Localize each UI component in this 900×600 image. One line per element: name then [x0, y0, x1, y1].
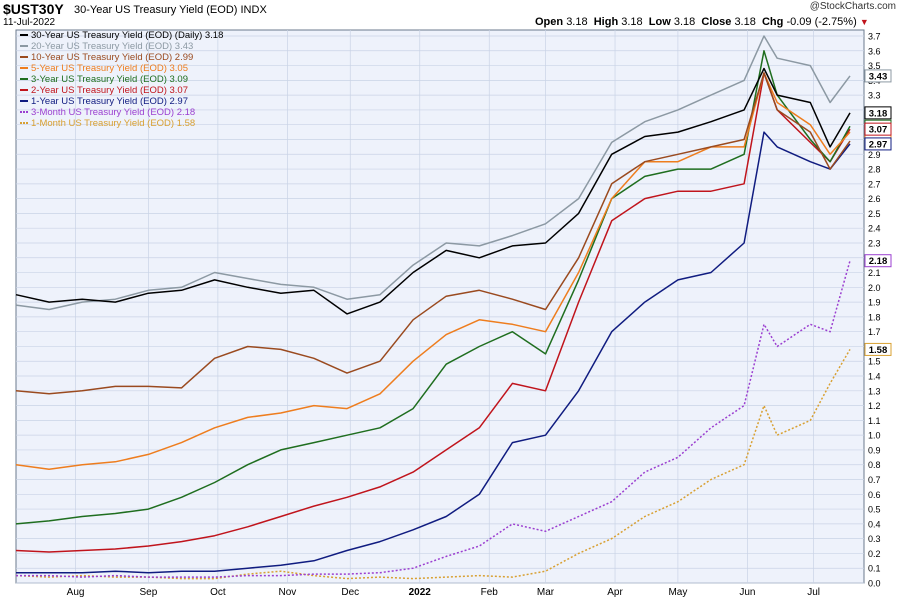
legend-item: 5-Year US Treasury Yield (EOD) 3.05	[31, 63, 188, 74]
x-tick-label: Feb	[481, 587, 499, 598]
y-tick-label: 2.0	[868, 283, 881, 293]
legend-item: 30-Year US Treasury Yield (EOD) (Daily) …	[31, 30, 223, 41]
chg-value: -0.09 (-2.75%)	[786, 16, 857, 28]
x-tick-label: Sep	[139, 587, 157, 598]
close-value: 3.18	[734, 16, 756, 28]
y-tick-label: 1.1	[868, 416, 881, 426]
x-tick-label: Dec	[341, 587, 359, 598]
y-tick-label: 2.8	[868, 165, 881, 175]
x-tick-label: Jun	[739, 587, 755, 598]
dropdown-arrow-icon[interactable]: ▼	[859, 17, 869, 27]
y-tick-label: 0.1	[868, 564, 881, 574]
y-tick-label: 1.2	[868, 401, 881, 411]
legend-item: 20-Year US Treasury Yield (EOD) 3.43	[31, 41, 193, 52]
y-tick-label: 2.6	[868, 194, 881, 204]
value-label-box	[864, 106, 892, 120]
y-tick-label: 0.4	[868, 519, 881, 529]
y-tick-label: 0.8	[868, 460, 881, 470]
y-tick-label: 0.0	[868, 579, 881, 589]
y-tick-label: 0.7	[868, 475, 881, 485]
y-tick-label: 1.9	[868, 298, 881, 308]
y-tick-label: 1.5	[868, 357, 881, 367]
y-tick-label: 2.9	[868, 150, 881, 160]
value-label: 2.18	[869, 256, 888, 267]
value-label: 1.58	[869, 345, 888, 356]
series-line	[15, 35, 851, 311]
legend-item: 3-Year US Treasury Yield (EOD) 3.09	[31, 74, 188, 85]
y-tick-label: 2.5	[868, 209, 881, 219]
open-label: Open	[535, 16, 564, 28]
date-label: 11-Jul-2022	[3, 17, 56, 28]
y-tick-label: 2.3	[868, 238, 881, 248]
value-label-box	[864, 69, 892, 83]
open-value: 3.18	[566, 16, 588, 28]
value-label-box	[864, 342, 892, 356]
series-line	[15, 50, 851, 525]
x-tick-label: Aug	[67, 587, 85, 598]
y-tick-label: 1.0	[868, 431, 881, 441]
legend-item: 3-Month US Treasury Yield (EOD) 2.18	[31, 107, 195, 118]
value-label: 3.07	[869, 125, 888, 136]
y-tick-label: 0.2	[868, 549, 881, 559]
y-tick-label: 3.5	[868, 61, 881, 71]
low-label: Low	[648, 16, 671, 28]
chart-title: 30-Year US Treasury Yield (EOD) INDX	[74, 4, 267, 16]
value-label-box	[864, 254, 892, 268]
series-line	[15, 67, 851, 315]
x-tick-label: Nov	[278, 587, 296, 598]
series-line	[15, 72, 851, 470]
x-tick-label: 2022	[409, 587, 432, 598]
series-line	[16, 131, 851, 574]
value-label: 3.18	[869, 108, 888, 119]
legend-item: 1-Month US Treasury Yield (EOD) 1.58	[31, 118, 195, 129]
y-tick-label: 3.3	[868, 91, 881, 101]
y-tick-label: 0.6	[868, 490, 881, 500]
ohlc-readout: Open 3.18 High 3.18 Low 3.18 Close 3.18 …	[535, 16, 869, 28]
value-label-box	[864, 137, 892, 151]
y-tick-label: 0.3	[868, 534, 881, 544]
legend-item: 1-Year US Treasury Yield (EOD) 2.97	[31, 96, 188, 107]
y-tick-label: 1.7	[868, 327, 881, 337]
close-label: Close	[701, 16, 732, 28]
y-tick-label: 1.4	[868, 372, 881, 382]
y-tick-label: 1.8	[868, 312, 881, 322]
x-tick-label: Oct	[210, 587, 226, 598]
plot-area	[15, 29, 865, 584]
value-label-box	[864, 122, 892, 136]
value-label: 3.43	[869, 71, 888, 82]
series-line	[15, 72, 851, 553]
series-line	[15, 72, 851, 395]
x-tick-label: May	[668, 587, 687, 598]
legend-item: 10-Year US Treasury Yield (EOD) 2.99	[31, 52, 193, 63]
title-text: 30-Year US Treasury Yield (EOD)	[74, 4, 238, 16]
y-tick-label: 3.7	[868, 32, 881, 42]
symbol: $UST30Y	[3, 1, 64, 17]
value-label: 2.97	[869, 139, 888, 150]
exchange: INDX	[240, 4, 267, 16]
x-tick-label: Apr	[607, 587, 623, 598]
y-tick-label: 2.1	[868, 268, 881, 278]
brand-label: @StockCharts.com	[809, 1, 896, 12]
high-label: High	[593, 16, 619, 28]
y-tick-label: 1.3	[868, 386, 881, 396]
legend-item: 2-Year US Treasury Yield (EOD) 3.07	[31, 85, 188, 96]
y-tick-label: 0.5	[868, 505, 881, 515]
y-tick-label: 2.7	[868, 179, 881, 189]
chg-label: Chg	[761, 16, 784, 28]
series-line	[16, 260, 851, 578]
x-tick-label: Mar	[537, 587, 555, 598]
y-tick-label: 3.6	[868, 46, 881, 56]
y-tick-label: 0.9	[868, 445, 881, 455]
y-tick-label: 2.4	[868, 224, 881, 234]
low-value: 3.18	[673, 16, 696, 28]
high-value: 3.18	[621, 16, 643, 28]
x-tick-label: Jul	[807, 587, 820, 598]
